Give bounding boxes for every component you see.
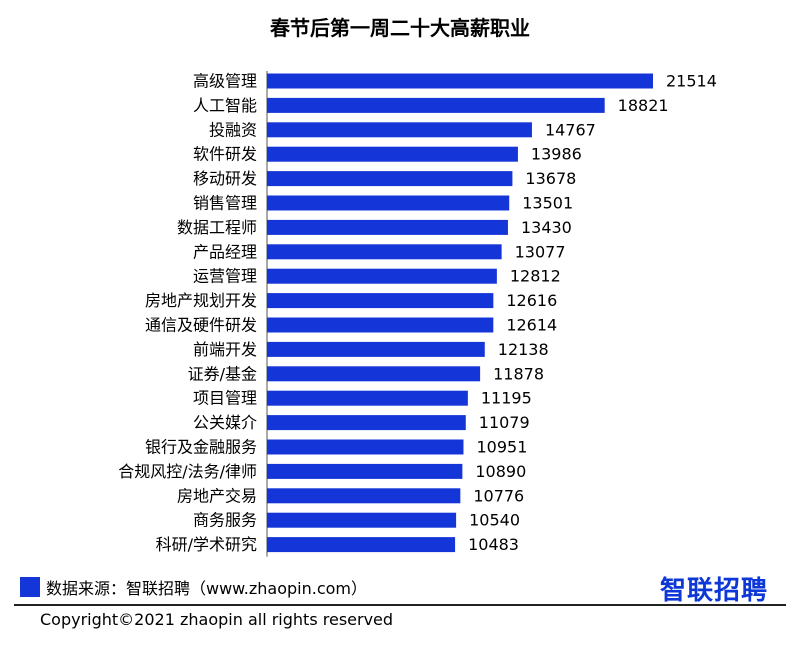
category-label: 房地产交易 — [177, 486, 257, 505]
bar — [267, 268, 497, 284]
category-label: 银行及金融服务 — [145, 438, 257, 457]
bar — [267, 219, 508, 235]
bar — [267, 537, 456, 553]
category-label: 高级管理 — [193, 72, 257, 91]
category-label: 数据工程师 — [177, 218, 257, 237]
bar — [267, 171, 513, 187]
data-label: 10776 — [473, 486, 524, 505]
bar — [267, 366, 481, 382]
data-label: 11195 — [481, 389, 532, 408]
bar — [267, 463, 463, 479]
category-label: 证券/基金 — [188, 364, 257, 383]
data-label: 10540 — [469, 511, 520, 530]
bar — [267, 317, 494, 333]
data-label: 13678 — [525, 169, 576, 188]
data-label: 21514 — [666, 72, 717, 91]
data-label: 12138 — [498, 340, 549, 359]
category-label: 项目管理 — [193, 389, 257, 408]
data-label: 14767 — [545, 120, 596, 139]
chart-title: 春节后第一周二十大高薪职业 — [270, 16, 530, 40]
category-label: 科研/学术研究 — [156, 535, 257, 554]
data-label: 12812 — [510, 267, 561, 286]
category-label: 运营管理 — [193, 267, 257, 286]
bar — [267, 341, 485, 357]
copyright-text: Copyright©2021 zhaopin all rights reserv… — [40, 610, 394, 629]
category-label: 通信及硬件研发 — [145, 316, 257, 335]
category-label: 销售管理 — [193, 194, 257, 213]
bar — [267, 146, 518, 162]
category-label: 人工智能 — [193, 96, 257, 115]
data-label: 13077 — [515, 242, 566, 261]
legend-label: 数据来源：智联招聘（www.zhaopin.com） — [46, 579, 368, 598]
category-label: 前端开发 — [193, 340, 257, 359]
data-label: 10951 — [476, 438, 527, 457]
data-label: 13430 — [521, 218, 572, 237]
category-label: 产品经理 — [193, 242, 257, 261]
data-label: 12614 — [506, 316, 557, 335]
data-label: 10890 — [475, 462, 526, 481]
category-label: 软件研发 — [193, 145, 257, 164]
bar — [267, 244, 502, 260]
bar — [267, 195, 510, 211]
legend-swatch — [20, 577, 40, 597]
legend: 数据来源：智联招聘（www.zhaopin.com） — [20, 576, 367, 598]
data-label: 13986 — [531, 145, 582, 164]
bar — [267, 512, 457, 528]
category-label: 合规风控/法务/律师 — [118, 462, 257, 481]
bar — [267, 488, 461, 504]
bar — [267, 293, 494, 309]
bar — [267, 122, 532, 138]
data-label: 11079 — [479, 413, 530, 432]
category-label: 商务服务 — [193, 511, 257, 530]
data-label: 13501 — [522, 194, 573, 213]
category-label: 公关媒介 — [193, 413, 257, 432]
category-label: 房地产规划开发 — [145, 291, 257, 310]
zhaopin-logo: 智联招聘 — [660, 576, 769, 606]
footer-divider — [14, 604, 786, 606]
category-label: 移动研发 — [193, 169, 257, 188]
data-label: 10483 — [468, 535, 519, 554]
bar — [267, 439, 464, 455]
data-label: 18821 — [618, 96, 669, 115]
data-label: 12616 — [506, 291, 557, 310]
bar-chart: 高级管理 21514 人工智能 18821 投融资 14767 软件研发 13986 移动研发 1… — [118, 71, 717, 557]
bar — [267, 73, 653, 89]
bar — [267, 97, 605, 113]
bar — [267, 415, 466, 431]
category-label: 投融资 — [209, 120, 257, 139]
bar — [267, 390, 468, 406]
data-label: 11878 — [493, 364, 544, 383]
